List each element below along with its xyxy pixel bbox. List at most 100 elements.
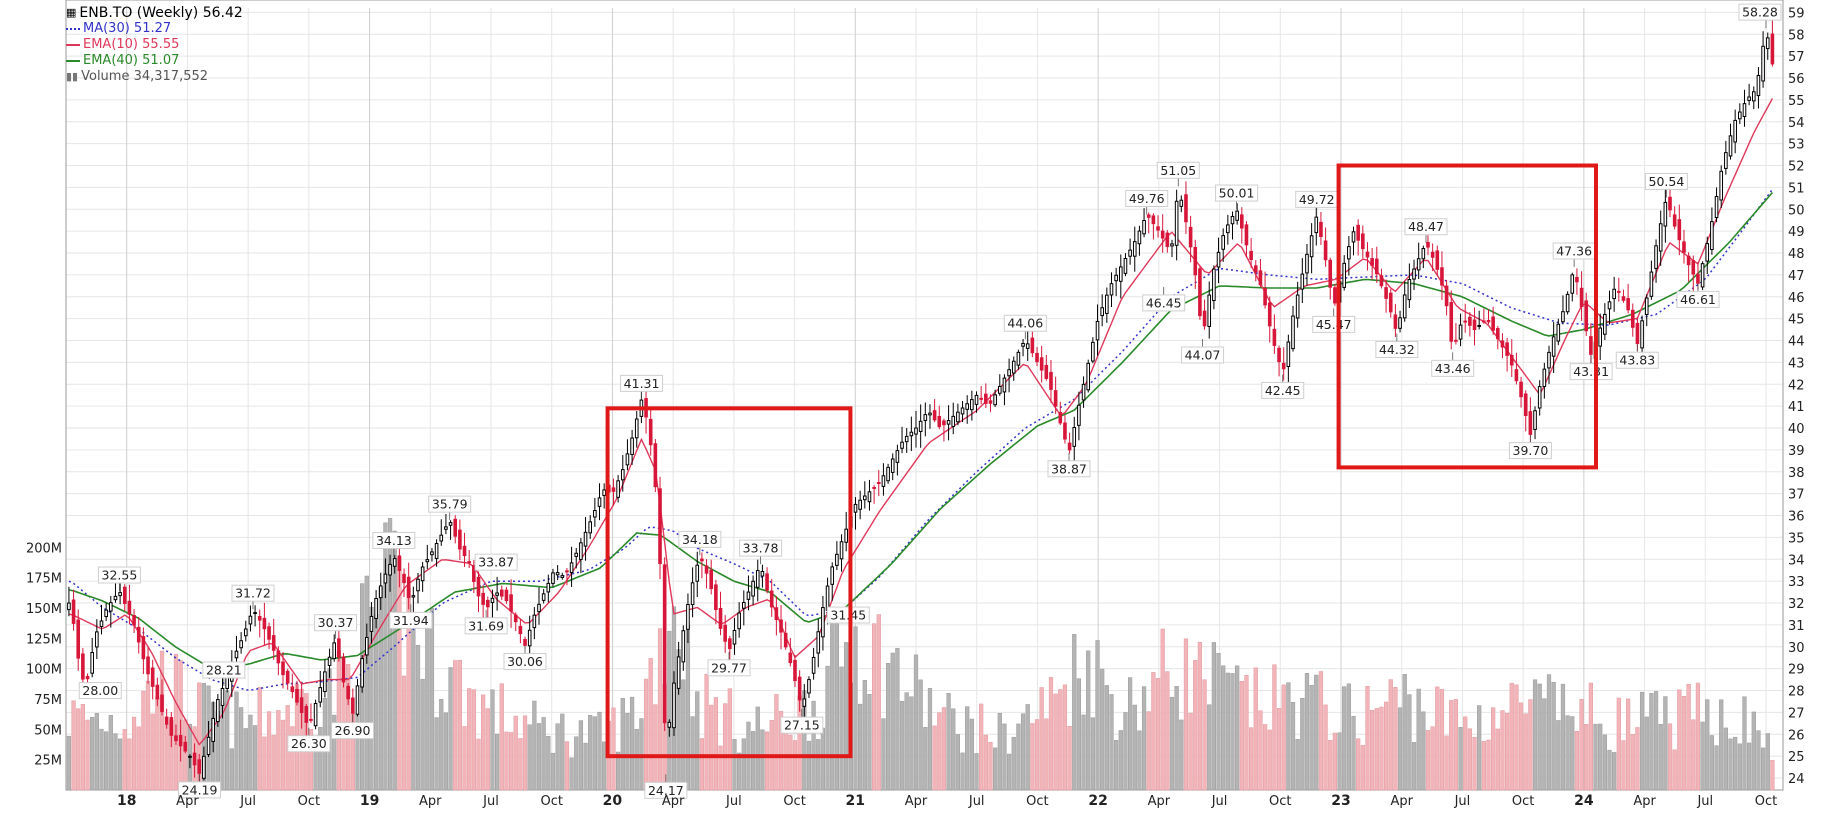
candle-body bbox=[1253, 265, 1258, 273]
annotation-label: 34.18 bbox=[682, 532, 718, 547]
volume-bar bbox=[574, 736, 579, 791]
price-tick-label: 59 bbox=[1788, 6, 1805, 21]
price-tick-label: 39 bbox=[1788, 444, 1805, 459]
volume-bar bbox=[718, 745, 723, 791]
volume-bar bbox=[1416, 688, 1421, 791]
volume-bar bbox=[979, 703, 984, 791]
month-tick-label: Oct bbox=[1512, 794, 1534, 809]
volume-bar bbox=[1477, 705, 1482, 791]
candle-body bbox=[537, 603, 541, 613]
volume-bar bbox=[1267, 729, 1272, 791]
candle-body bbox=[807, 679, 811, 694]
candle-body bbox=[513, 614, 518, 623]
candle-body bbox=[1537, 386, 1542, 409]
candle-body bbox=[1132, 241, 1137, 257]
candle-body bbox=[262, 617, 267, 630]
candle-body bbox=[243, 628, 248, 637]
candle-body bbox=[486, 599, 490, 608]
volume-bar bbox=[760, 729, 765, 791]
candle-body bbox=[1654, 245, 1658, 269]
candle-body bbox=[1105, 294, 1109, 314]
volume-bar bbox=[1458, 727, 1463, 791]
volume-bar bbox=[1635, 727, 1640, 791]
volume-bar bbox=[965, 706, 970, 791]
candle-body bbox=[793, 659, 797, 682]
volume-bar bbox=[1230, 673, 1235, 791]
legend-label-ema40: EMA(40) 51.07 bbox=[83, 53, 180, 68]
volume-bar bbox=[1430, 726, 1435, 791]
volume-bar bbox=[890, 652, 895, 791]
volume-bar bbox=[448, 667, 453, 791]
candle-body bbox=[1523, 393, 1528, 417]
volume-bar bbox=[94, 713, 99, 791]
candle-body bbox=[1384, 287, 1388, 299]
volume-bar bbox=[690, 716, 695, 791]
candle-body bbox=[132, 615, 136, 626]
annotation-box bbox=[1142, 294, 1186, 312]
volume-bar bbox=[1309, 684, 1314, 791]
volume-bar bbox=[806, 740, 812, 791]
volume-bar bbox=[858, 703, 863, 791]
annotation-label: 26.90 bbox=[335, 723, 371, 738]
volume-bar bbox=[457, 659, 462, 791]
candle-body bbox=[1244, 224, 1249, 246]
candle-body bbox=[1412, 268, 1416, 280]
candle-body bbox=[1202, 310, 1207, 327]
volume-bar bbox=[1439, 689, 1445, 791]
candle-body bbox=[1458, 324, 1463, 340]
candle-body bbox=[1691, 260, 1696, 275]
candle-body bbox=[85, 675, 90, 680]
candle-body bbox=[1621, 296, 1626, 301]
volume-bar bbox=[1151, 672, 1156, 791]
volume-bar bbox=[1593, 723, 1598, 791]
volume-bar bbox=[1435, 686, 1440, 791]
volume-bar bbox=[1253, 667, 1258, 791]
volume-bar bbox=[1165, 671, 1170, 791]
annotation-label: 33.87 bbox=[478, 555, 514, 570]
volume-bar bbox=[685, 624, 691, 791]
candle-body bbox=[1435, 250, 1440, 270]
candle-body bbox=[755, 570, 760, 588]
volume-bar bbox=[1249, 727, 1254, 791]
annotation-box bbox=[1261, 381, 1305, 399]
volume-bar bbox=[927, 688, 933, 791]
price-tick-label: 34 bbox=[1788, 553, 1805, 568]
volume-bar bbox=[420, 678, 425, 791]
candle-body bbox=[1542, 368, 1547, 387]
candle-body bbox=[397, 555, 402, 571]
annotation-label: 48.47 bbox=[1408, 219, 1444, 234]
volume-bar bbox=[602, 741, 607, 791]
volume-bar bbox=[1760, 747, 1766, 791]
volume-bar bbox=[243, 728, 248, 791]
volume-bar bbox=[876, 614, 881, 791]
candle-body bbox=[1407, 279, 1412, 301]
candle-body bbox=[667, 721, 672, 728]
volume-bar bbox=[443, 712, 449, 791]
candle-body bbox=[1030, 337, 1035, 354]
price-tick-label: 27 bbox=[1788, 706, 1805, 721]
year-tick-label: 23 bbox=[1331, 793, 1350, 809]
candle-body bbox=[1230, 215, 1235, 225]
candle-body bbox=[1449, 302, 1454, 342]
annotation-label: 31.72 bbox=[235, 586, 271, 601]
candle-body bbox=[984, 393, 988, 404]
candle-body bbox=[425, 559, 430, 563]
year-tick-label: 18 bbox=[117, 793, 136, 809]
annotation-box bbox=[707, 659, 751, 677]
price-tick-label: 25 bbox=[1788, 750, 1805, 765]
volume-bar bbox=[1542, 698, 1547, 791]
price-tick-label: 53 bbox=[1788, 138, 1805, 153]
candle-body bbox=[1100, 307, 1104, 317]
volume-bar bbox=[471, 689, 476, 791]
candle-body bbox=[583, 531, 588, 547]
candle-body bbox=[439, 534, 444, 542]
volume-bar bbox=[778, 711, 784, 791]
annotation-box bbox=[1431, 359, 1475, 377]
volume-bar bbox=[495, 733, 500, 791]
volume-bar bbox=[1537, 683, 1542, 791]
candle-body bbox=[1351, 231, 1356, 243]
time-axis: 18 Apr Jul Oct 19 Apr Jul Oct 20 Apr Jul Oct 21 Apr Ju… bbox=[117, 793, 1777, 809]
candle-body bbox=[1091, 341, 1095, 362]
volume-bar bbox=[1747, 742, 1752, 791]
annotation-label: 31.94 bbox=[393, 613, 429, 628]
